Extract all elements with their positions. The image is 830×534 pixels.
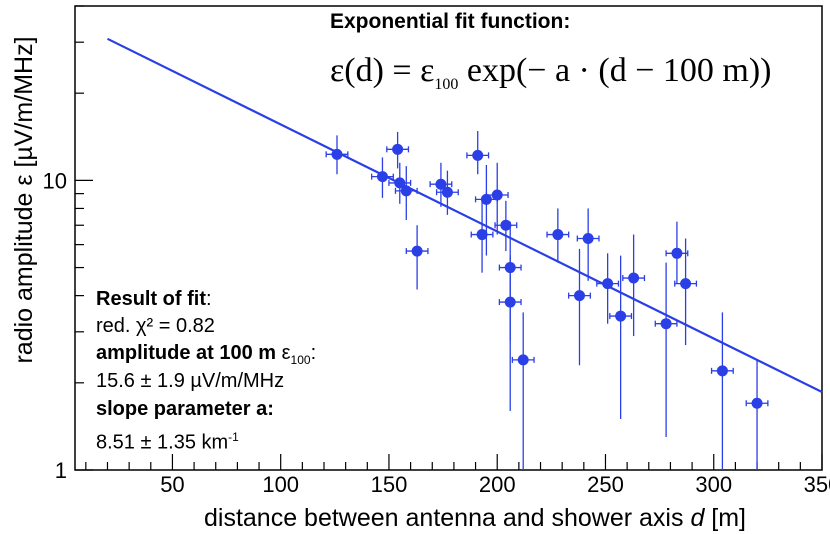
data-point: [622, 234, 646, 337]
point-marker: [680, 278, 692, 290]
data-point: [485, 162, 509, 235]
point-marker: [476, 229, 488, 241]
fit-function-title: Exponential fit function:: [330, 10, 571, 33]
x-tick-label: 300: [695, 472, 732, 497]
x-tick-label: 200: [479, 472, 516, 497]
point-marker: [504, 296, 516, 308]
point-marker: [392, 143, 404, 155]
fit-line: [106, 37, 823, 394]
fit-formula: ε(d) = ε100 exp(− a · (d − 100 m)): [330, 52, 772, 93]
point-marker: [628, 272, 640, 284]
point-marker: [472, 149, 484, 161]
data-point: [466, 131, 490, 175]
point-marker: [435, 178, 447, 190]
data-point: [470, 200, 494, 273]
point-marker: [441, 186, 453, 198]
axes-frame: [74, 5, 823, 471]
slope-heading: slope parameter a:: [96, 398, 274, 420]
x-tick-label: 150: [371, 472, 408, 497]
amplitude-heading: amplitude at 100 m ε100:: [96, 342, 317, 367]
point-marker: [615, 310, 627, 322]
x-tick-label: 250: [587, 472, 624, 497]
data-point: [405, 225, 429, 290]
chi2-value: red. χ² = 0.82: [96, 315, 215, 337]
x-tick-label: 50: [160, 472, 184, 497]
y-tick-label: 10: [43, 168, 67, 193]
data-points: [325, 131, 769, 470]
point-marker: [491, 189, 503, 201]
data-point: [546, 208, 570, 263]
point-marker: [660, 318, 672, 330]
point-marker: [400, 185, 412, 197]
x-axis-title: distance between antenna and shower axis…: [204, 504, 746, 532]
data-point: [435, 170, 459, 215]
point-marker: [751, 397, 763, 409]
fit-curve: [106, 37, 823, 394]
point-marker: [480, 193, 492, 205]
point-marker: [552, 229, 564, 241]
point-marker: [602, 278, 614, 290]
data-point: [745, 359, 769, 470]
point-marker: [517, 354, 529, 366]
data-point: [665, 221, 689, 284]
x-tick-label: 100: [262, 472, 299, 497]
data-point: [596, 253, 620, 324]
data-point: [494, 200, 518, 252]
axis-ticks: 50 100 150 200 250 300 350 1 10: [43, 5, 830, 497]
point-marker: [573, 290, 585, 302]
slope-value: 8.51 ± 1.35 km-1: [96, 430, 239, 454]
result-heading: Result of fit:: [96, 288, 212, 310]
data-point: [511, 312, 535, 470]
data-point: [325, 135, 349, 175]
x-tick-label: 350: [804, 472, 830, 497]
data-point: [394, 166, 418, 220]
data-point: [654, 262, 678, 437]
data-point: [388, 162, 412, 204]
plot-frame: [74, 5, 823, 471]
y-axis-title: radio amplitude ε [µV/m/MHz]: [10, 36, 38, 363]
point-marker: [716, 365, 728, 377]
y-tick-label: 1: [55, 458, 67, 483]
point-marker: [331, 148, 343, 160]
amplitude-value: 15.6 ± 1.9 µV/m/MHz: [96, 370, 285, 392]
point-marker: [582, 232, 594, 244]
point-marker: [394, 177, 406, 189]
point-marker: [376, 171, 388, 183]
data-point: [674, 238, 698, 346]
data-point: [429, 162, 453, 207]
point-marker: [500, 219, 512, 231]
data-point: [568, 248, 591, 366]
point-marker: [671, 247, 683, 259]
data-point: [609, 255, 633, 419]
data-point: [576, 208, 600, 281]
data-point: [498, 255, 522, 411]
data-point: [370, 157, 394, 198]
data-point: [710, 312, 734, 470]
data-point: [474, 164, 498, 256]
data-point: [386, 131, 410, 169]
point-marker: [411, 245, 423, 257]
